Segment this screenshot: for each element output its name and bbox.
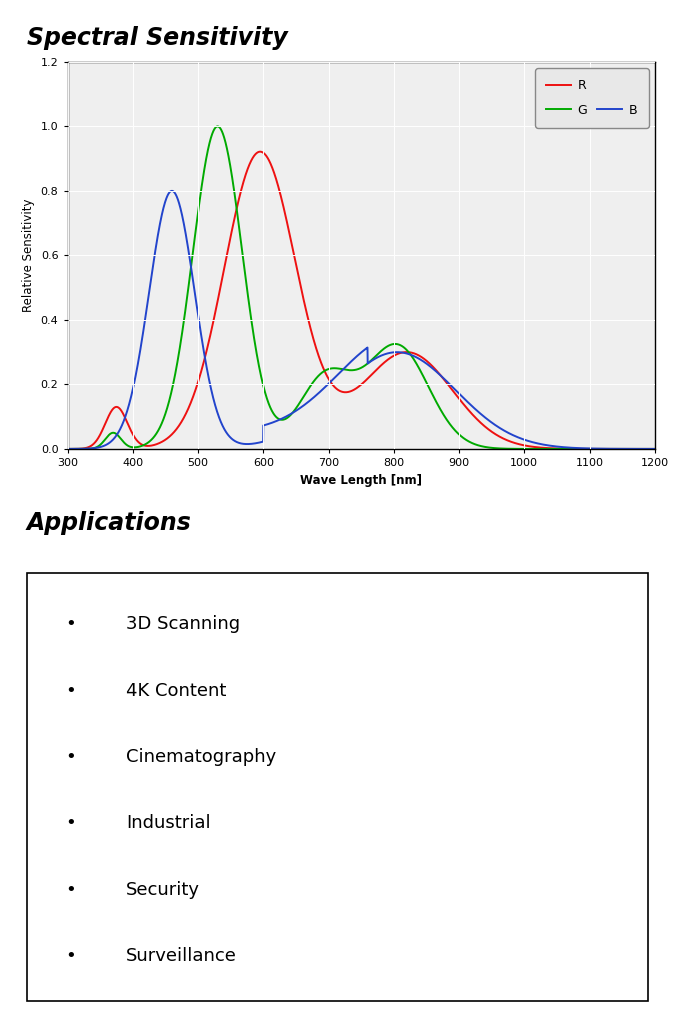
Text: •: • — [65, 880, 76, 899]
Text: Cinematography: Cinematography — [126, 748, 277, 766]
X-axis label: Wave Length [nm]: Wave Length [nm] — [300, 474, 422, 486]
Text: Surveillance: Surveillance — [126, 947, 237, 965]
FancyBboxPatch shape — [27, 573, 648, 1001]
Text: •: • — [65, 681, 76, 700]
Text: 3D Scanning: 3D Scanning — [126, 615, 240, 634]
Text: 4K Content: 4K Content — [126, 681, 227, 700]
Text: Spectral Sensitivity: Spectral Sensitivity — [27, 26, 288, 50]
Text: Applications: Applications — [27, 511, 192, 535]
Text: •: • — [65, 615, 76, 634]
Text: Security: Security — [126, 880, 200, 899]
Legend: R, G, , B: R, G, , B — [535, 68, 649, 128]
Y-axis label: Relative Sensitivity: Relative Sensitivity — [22, 199, 35, 312]
Text: •: • — [65, 748, 76, 766]
Text: •: • — [65, 947, 76, 965]
Text: Industrial: Industrial — [126, 814, 211, 832]
Text: •: • — [65, 814, 76, 832]
